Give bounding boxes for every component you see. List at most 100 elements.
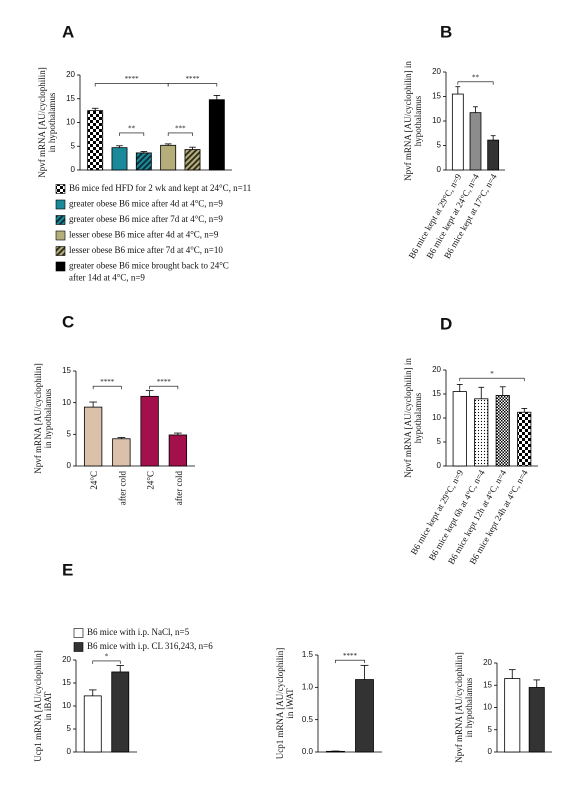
legend-swatch [55,184,66,194]
bar [326,750,345,753]
y-tick-label: 10 [62,398,71,407]
bar [83,695,102,753]
legend-label: greater obese B6 mice brought back to 24… [69,261,229,271]
y-tick-label: 10 [62,701,71,710]
bar [83,406,103,467]
x-tick-label: after cold [117,471,127,506]
significance-label: ** [472,73,480,81]
bar [160,144,177,171]
y-tick-label: 15 [66,94,75,103]
significance-label: **** [157,378,172,386]
significance-bracket [457,81,494,85]
y-tick-label: 1.5 [302,650,314,659]
significance-label: *** [175,125,186,133]
panel-letter: B [440,22,452,41]
significance-label: **** [100,378,115,386]
legend-label: lesser obese B6 mice after 7d at 4°C, n=… [69,245,223,255]
y-axis-label: Npvf mRNA [AU/cyclophilin] in [403,61,413,181]
significance-label: **** [343,652,358,660]
significance-bracket [92,385,122,390]
y-tick-label: 20 [66,70,75,79]
y-tick-label: 20 [432,365,441,374]
y-axis-label: hypothalamus [413,392,423,443]
significance-bracket [119,132,145,136]
bar [474,398,489,467]
legend-label: B6 mice fed HFD for 2 wk and kept at 24°… [69,183,251,193]
y-tick-label: 5 [71,141,76,150]
y-tick-label: 5 [437,141,442,150]
y-tick-label: 15 [432,389,441,398]
bar [111,147,128,171]
y-axis-label: Npvf mRNA [AU/cyclophilin] in [403,358,413,478]
y-tick-label: 5 [488,725,493,734]
y-axis-label: Npvf mRNA [AU/cyclophilin] [454,652,464,763]
y-tick-label: 10 [66,118,75,127]
legend-swatch [55,199,66,210]
bar [517,411,532,467]
bar [112,438,131,467]
bar [528,687,545,753]
legend-swatch [73,628,84,638]
x-tick-label: 24°C [146,471,156,490]
bar [208,99,225,171]
significance-bracket [459,377,525,382]
y-tick-label: 20 [432,67,441,76]
y-tick-label: 0.0 [302,747,314,756]
bar [184,149,201,171]
y-axis-label: Npvf mRNA [AU/cyclophilin] [37,67,47,178]
y-tick-label: 10 [483,703,492,712]
y-tick-label: 15 [432,92,441,101]
y-tick-label: 5 [67,429,72,438]
y-axis-label: Npvf mRNA [AU/cyclophilin] [33,363,43,474]
y-tick-label: 15 [62,366,71,375]
significance-label: * [105,653,109,661]
y-axis-label: in iBAT [43,691,53,720]
y-tick-label: 5 [67,724,72,733]
significance-label: **** [125,75,140,83]
y-tick-label: 1.0 [302,682,314,691]
y-tick-label: 5 [437,437,442,446]
panel-letter: A [62,22,74,41]
bar [452,391,467,467]
bar [451,93,464,171]
y-axis-label: hypothalamus [413,95,423,146]
legend-label: B6 mice with i.p. NaCl, n=5 [87,627,190,637]
bar [87,110,104,171]
y-tick-label: 20 [483,658,492,667]
y-tick-label: 10 [432,413,441,422]
bar [504,678,521,753]
y-tick-label: 0 [488,747,493,756]
legend-swatch [55,230,66,241]
bar [469,112,482,171]
legend-label: lesser obese B6 mice after 4d at 4°C, n=… [69,230,219,240]
y-axis-label: in hypothalamus [47,92,57,152]
x-tick-label: after cold [174,471,184,506]
y-tick-label: 0.5 [302,715,314,724]
y-tick-label: 0 [437,461,442,470]
y-axis-label: in hypothalamus [464,677,474,737]
legend-swatch [55,246,66,256]
y-axis-label: Ucp1 mRNA [AU/cyclophilin] [33,650,43,762]
significance-label: * [490,370,494,378]
y-tick-label: 15 [62,678,71,687]
y-tick-label: 0 [437,165,442,174]
legend-swatch [73,642,84,652]
significance-bracket [94,83,169,87]
significance-bracket [167,132,193,136]
legend-label: after 14d at 4°C, n=9 [69,273,145,283]
x-tick-label: 24°C [89,471,99,490]
y-axis-label: Ucp1 mRNA [AU/cyclophilin] [275,648,285,760]
legend-label: B6 mice with i.p. CL 316,243, n=6 [87,641,213,651]
significance-bracket [149,385,179,390]
y-tick-label: 0 [67,747,72,756]
significance-label: ** [128,125,136,133]
significance-bracket [167,83,218,87]
y-tick-label: 0 [71,165,76,174]
y-tick-label: 15 [483,680,492,689]
legend-swatch [55,261,66,272]
y-axis-label: in hypothalamus [43,388,53,448]
y-tick-label: 10 [432,116,441,125]
panel-letter: D [440,314,452,333]
y-tick-label: 0 [67,461,72,470]
